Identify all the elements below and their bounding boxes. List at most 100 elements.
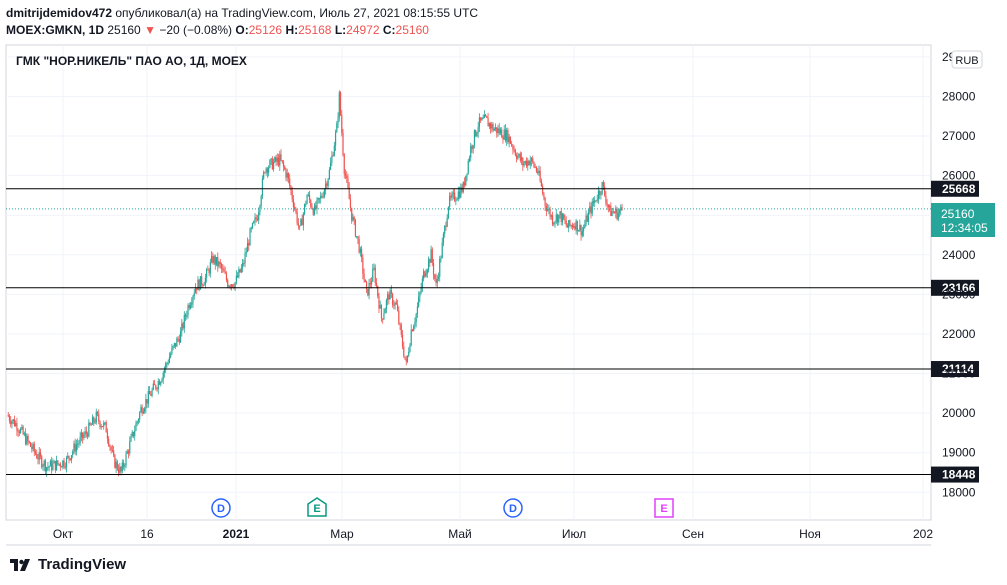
candle-body	[454, 192, 456, 201]
candle-body	[570, 225, 572, 227]
candle-body	[250, 228, 252, 230]
candle-body	[131, 431, 133, 437]
candle-body	[609, 205, 611, 208]
candle-body	[299, 225, 301, 227]
price-change: −20 (−0.08%)	[159, 23, 233, 37]
level-label-bg	[931, 361, 979, 378]
earnings-marker-icon[interactable]	[654, 498, 674, 518]
candle-body	[543, 193, 545, 198]
symbol-label[interactable]: MOEX:GMKN, 1D	[6, 23, 105, 37]
candle-body	[13, 419, 16, 426]
candle-body	[248, 242, 250, 246]
dividend-marker-icon[interactable]	[503, 498, 523, 518]
candle-body	[483, 114, 485, 119]
candle-body	[130, 436, 132, 442]
time-axis[interactable]: Окт 16 2021 Мар Май Июл Сен Ноя 202	[53, 527, 933, 541]
candle-body	[104, 422, 106, 424]
candle-body	[245, 252, 247, 254]
candle-body	[408, 351, 410, 356]
candle-body	[436, 278, 438, 283]
candle-body	[473, 130, 476, 146]
candle-body	[410, 329, 412, 345]
candle-body	[282, 161, 285, 167]
dividend-marker-icon[interactable]	[211, 498, 231, 518]
candle-body	[272, 162, 275, 170]
candle-body	[235, 275, 237, 283]
candle-body	[318, 198, 321, 200]
candles	[7, 90, 623, 477]
candle-body	[522, 157, 524, 166]
x-tick-label: Май	[448, 527, 472, 541]
candle-body	[172, 345, 174, 348]
candle-body	[419, 292, 421, 297]
candle-body	[64, 466, 66, 468]
event-marker-letter: D	[217, 503, 225, 515]
candle-body	[132, 431, 135, 437]
x-tick-label: 16	[140, 527, 154, 541]
candle-body	[558, 214, 560, 223]
currency-badge[interactable]: RUB	[951, 50, 983, 69]
candle-body	[186, 315, 188, 317]
candle-body	[90, 424, 92, 426]
candle-body	[191, 302, 193, 305]
candle-body	[315, 205, 317, 209]
candle-body	[218, 262, 220, 267]
candle-body	[83, 435, 85, 439]
horizontal-levels[interactable]: 25668 23166 21114 18448	[6, 180, 979, 483]
price-axis[interactable]: 2900028000270002600025000240002300022000…	[942, 50, 976, 499]
candle-body	[53, 460, 55, 464]
candle-body	[600, 193, 602, 195]
candle-body	[239, 269, 241, 273]
candle-body	[215, 257, 218, 265]
candle-body	[563, 213, 565, 220]
candle-body	[528, 160, 530, 166]
candle-body	[450, 195, 452, 198]
candle-body	[461, 186, 463, 192]
candle-body	[201, 276, 203, 285]
candle-body	[241, 263, 244, 268]
candle-body	[382, 318, 384, 320]
candle-body	[328, 169, 330, 179]
candle-body	[337, 117, 339, 124]
candle-body	[549, 208, 551, 217]
candle-body	[496, 127, 498, 134]
candle-body	[368, 283, 370, 296]
level-label: 18448	[942, 468, 976, 482]
candle-body	[54, 460, 56, 471]
candle-body	[592, 201, 595, 203]
candle-body	[85, 431, 87, 434]
candle-body	[303, 204, 306, 214]
candle-body	[440, 257, 442, 259]
candle-body	[79, 436, 81, 443]
candle-body	[33, 443, 35, 452]
candle-body	[234, 282, 236, 288]
earnings-marker-icon[interactable]	[307, 497, 327, 517]
candle-body	[170, 353, 172, 358]
chart-header: dmitrijdemidov472 опубликовал(а) на Trad…	[6, 5, 478, 39]
candle-body	[426, 269, 428, 274]
candle-body	[189, 304, 192, 309]
candle-body	[72, 451, 74, 456]
candle-body	[155, 385, 157, 389]
candle-body	[240, 267, 242, 273]
candle-body	[568, 220, 570, 228]
author-name[interactable]: dmitrijdemidov472	[6, 6, 113, 20]
candle-body	[435, 278, 437, 283]
candle-body	[589, 206, 591, 213]
candle-body	[52, 463, 54, 470]
candle-body	[23, 433, 25, 435]
candle-body	[388, 294, 390, 300]
candle-body	[96, 411, 99, 415]
candle-body	[114, 454, 116, 468]
candle-body	[18, 431, 20, 433]
candle-body	[363, 273, 365, 280]
candle-body	[258, 211, 260, 221]
footer-brand[interactable]: TradingView	[10, 556, 126, 573]
candle-body	[456, 199, 458, 201]
candle-body	[148, 391, 151, 395]
candle-body	[111, 450, 113, 452]
candle-body	[224, 272, 226, 274]
candle-body	[535, 167, 538, 172]
